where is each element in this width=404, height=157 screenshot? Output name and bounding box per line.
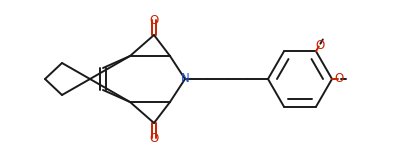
Text: O: O (335, 73, 344, 86)
Text: O: O (149, 14, 159, 27)
Text: O: O (315, 39, 324, 51)
Text: O: O (149, 132, 159, 144)
Text: N: N (181, 73, 189, 86)
